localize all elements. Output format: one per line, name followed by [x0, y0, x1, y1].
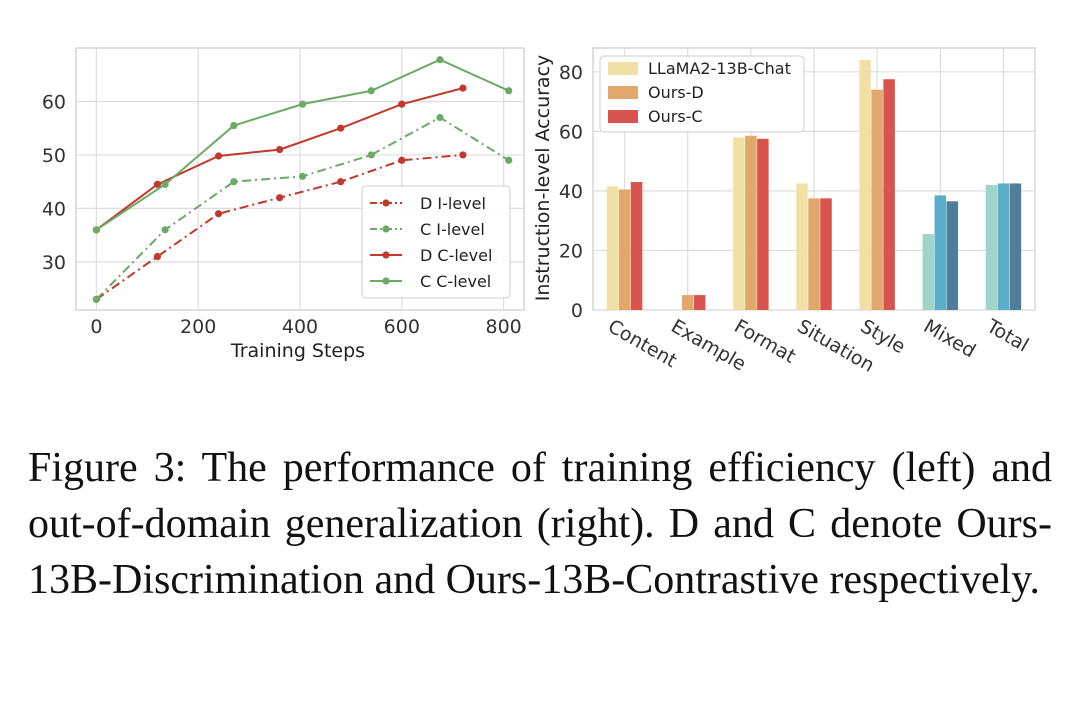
left-legend: D I-level C I-level D C-level C C-level: [361, 185, 511, 299]
left-x-tick-label: 400: [282, 316, 318, 338]
left-y-tick-label: 40: [42, 198, 66, 220]
data-point: [398, 100, 406, 108]
bar-situation-ours-c: [820, 198, 832, 310]
data-point: [337, 178, 345, 186]
bar-format-llama2-13b-chat: [733, 137, 745, 310]
bar-content-ours-c: [630, 181, 643, 310]
data-point: [367, 151, 375, 159]
legend-marker: [382, 277, 390, 285]
legend-marker: [382, 251, 390, 259]
data-point: [505, 156, 513, 164]
legend-label: C I-level: [420, 220, 485, 239]
left-y-tick-label: 50: [42, 145, 66, 167]
bar-total-ours-c: [1009, 183, 1022, 310]
left-x-tick-label: 200: [180, 316, 216, 338]
bar-mixed-llama2-13b-chat: [922, 234, 935, 310]
left-y-tick-label: 60: [42, 91, 66, 113]
bar-style-ours-d: [871, 89, 883, 310]
bar-content-ours-d: [618, 189, 631, 310]
data-point: [337, 124, 345, 132]
data-point: [153, 180, 162, 188]
legend-label: Ours-C: [648, 107, 703, 126]
left-y-tick-label: 30: [42, 252, 66, 274]
left-x-tick-label: 800: [486, 316, 522, 338]
bar-content-llama2-13b-chat: [606, 186, 619, 310]
legend-swatch: [608, 110, 638, 123]
right-legend: LLaMA2-13B-Chat Ours-D Ours-C: [599, 55, 805, 133]
data-point: [161, 180, 169, 188]
data-point: [367, 87, 375, 95]
data-point: [92, 226, 100, 234]
bar-total-llama2-13b-chat: [985, 184, 998, 310]
legend-swatch: [608, 62, 638, 75]
data-point: [276, 194, 284, 202]
left-legend-box: [361, 185, 511, 299]
right-y-tick-label: 20: [559, 240, 583, 262]
right-x-tick-label: Content: [604, 315, 680, 372]
bar-total-ours-d: [997, 183, 1010, 310]
right-bars: [606, 59, 1022, 311]
series-d-c-level: [92, 84, 467, 234]
bar-format-ours-c: [757, 138, 769, 310]
data-point: [92, 295, 100, 303]
legend-label: C C-level: [420, 272, 491, 291]
legend-label: LLaMA2-13B-Chat: [648, 59, 791, 78]
left-series-lines: [92, 56, 513, 303]
data-point: [276, 145, 284, 154]
data-point: [436, 113, 444, 122]
data-point: [459, 84, 467, 92]
data-point: [214, 210, 223, 218]
data-point: [161, 226, 169, 234]
legend-marker: [382, 199, 390, 207]
data-point: [298, 172, 307, 180]
right-x-tick-label: Mixed: [920, 315, 980, 362]
bar-style-ours-c: [883, 79, 895, 311]
data-point: [505, 87, 513, 95]
right-y-tick-labels: 0 20 40 60 80: [559, 62, 583, 322]
bar-format-ours-d: [745, 135, 757, 310]
training-efficiency-chart: 0 200 400 600 800 30 40 50 60 Training Steps D …: [42, 47, 525, 362]
data-point: [436, 56, 444, 64]
data-point: [230, 121, 238, 130]
bar-example-ours-c: [693, 295, 706, 310]
figure-caption: Figure 3: The performance of training ef…: [28, 445, 1052, 603]
right-x-tick-label: Total: [982, 315, 1032, 357]
right-y-axis-label: Instruction-level Accuracy: [532, 55, 554, 302]
data-point: [214, 152, 223, 160]
bar-situation-llama2-13b-chat: [796, 183, 808, 310]
left-y-tick-labels: 30 40 50 60: [42, 91, 66, 273]
data-point: [398, 156, 406, 164]
left-x-axis-label: Training Steps: [230, 340, 365, 362]
right-y-tick-label: 40: [559, 181, 583, 203]
generalization-chart: 0 20 40 60 80 ContentExampleFormatSituationS…: [532, 47, 1036, 377]
series-c-c-level: [92, 56, 513, 234]
data-point: [230, 178, 238, 186]
bar-style-llama2-13b-chat: [859, 59, 871, 311]
bar-example-ours-d: [681, 295, 694, 310]
right-y-tick-label: 80: [559, 62, 583, 84]
data-point: [153, 252, 162, 261]
legend-label: D I-level: [420, 194, 486, 213]
left-x-tick-labels: 0 200 400 600 800: [90, 316, 521, 338]
left-x-tick-label: 0: [90, 316, 102, 338]
bar-situation-ours-d: [808, 198, 820, 310]
legend-label: Ours-D: [648, 83, 704, 102]
right-y-tick-label: 0: [571, 300, 583, 322]
legend-swatch: [608, 86, 638, 99]
bar-mixed-ours-d: [934, 195, 947, 310]
series-c-i-level: [92, 113, 513, 303]
right-legend-box: [599, 55, 805, 133]
legend-marker: [382, 225, 390, 233]
bar-mixed-ours-c: [946, 201, 959, 310]
data-point: [459, 151, 467, 159]
left-x-tick-label: 600: [384, 316, 420, 338]
data-point: [298, 100, 307, 108]
legend-label: D C-level: [420, 246, 492, 265]
right-y-tick-label: 60: [559, 121, 583, 143]
